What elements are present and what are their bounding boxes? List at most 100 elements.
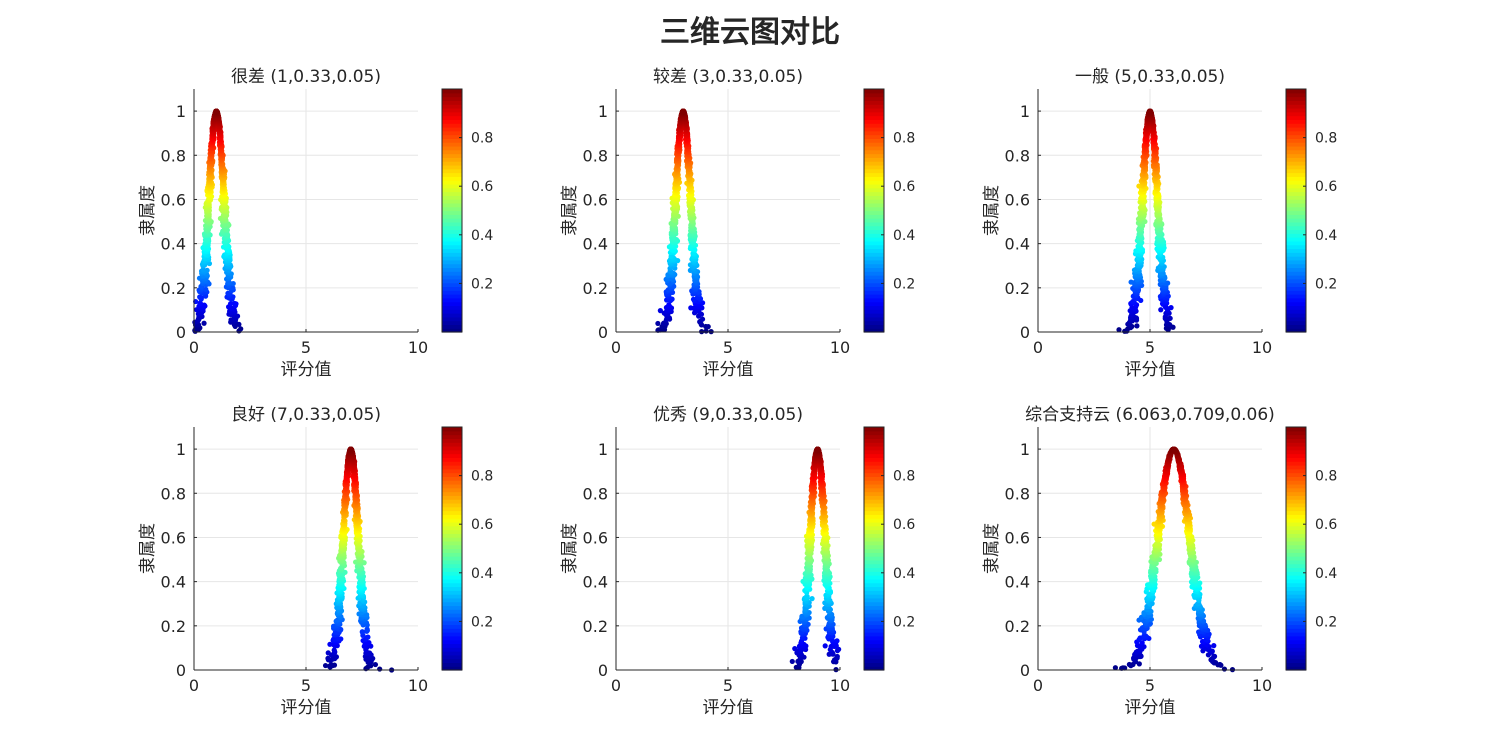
colorbar-tick-label: 0.4 bbox=[1315, 228, 1337, 244]
colorbar-segment bbox=[1286, 252, 1306, 257]
colorbar-segment bbox=[442, 206, 462, 212]
colorbar-segment bbox=[442, 195, 462, 200]
colorbar-segment bbox=[442, 126, 462, 132]
colorbar-segment bbox=[442, 199, 462, 204]
colorbar-segment bbox=[442, 111, 462, 117]
colorbar-segment bbox=[864, 164, 884, 170]
colorbar-segment bbox=[864, 206, 884, 212]
colorbar-tick-label: 0.8 bbox=[471, 131, 493, 147]
y-tick-label: 0.2 bbox=[161, 279, 186, 298]
cloud-drop bbox=[1147, 108, 1153, 114]
colorbar-segment bbox=[442, 104, 462, 109]
colorbar-segment bbox=[1286, 309, 1306, 314]
cloud-drop bbox=[200, 267, 206, 273]
colorbar-segment bbox=[442, 229, 462, 234]
colorbar-segment bbox=[1286, 290, 1306, 295]
colorbar-segment bbox=[442, 244, 462, 250]
colorbar-segment bbox=[864, 210, 884, 215]
colorbar-tick-label: 0.6 bbox=[893, 179, 915, 195]
colorbar-segment bbox=[1286, 218, 1306, 223]
colorbar-segment bbox=[864, 252, 884, 257]
colorbar-segment bbox=[1286, 96, 1306, 101]
colorbar-segment bbox=[864, 305, 884, 310]
x-tick-label: 5 bbox=[301, 338, 311, 357]
colorbar-segment bbox=[442, 275, 462, 280]
colorbar-segment bbox=[864, 202, 884, 208]
cloud-drop bbox=[372, 661, 379, 668]
colorbar-segment bbox=[864, 111, 884, 117]
y-tick-label: 0.4 bbox=[1005, 235, 1030, 254]
colorbar-tick-label: 0.8 bbox=[893, 131, 915, 147]
colorbar-segment bbox=[864, 278, 884, 284]
y-tick-label: 1 bbox=[1020, 102, 1030, 121]
colorbar-segment bbox=[442, 202, 462, 208]
colorbar-segment bbox=[1286, 172, 1306, 177]
colorbar-segment bbox=[442, 297, 462, 303]
colorbar-segment bbox=[442, 309, 462, 314]
y-tick-label: 0.4 bbox=[583, 235, 608, 254]
colorbar-segment bbox=[1286, 206, 1306, 212]
colorbar-tick-label: 0.6 bbox=[1315, 179, 1337, 195]
colorbar-segment bbox=[442, 278, 462, 284]
x-axis-label: 评分值 bbox=[281, 360, 332, 380]
colorbar-segment bbox=[442, 164, 462, 170]
colorbar-segment bbox=[1286, 153, 1306, 158]
colorbar-segment bbox=[864, 176, 884, 181]
subplot-title: 一般 (5,0.33,0.05) bbox=[1075, 67, 1225, 87]
cloud-drop bbox=[1128, 279, 1134, 285]
colorbar-segment bbox=[442, 100, 462, 105]
cloud-drop bbox=[225, 290, 231, 296]
colorbar-segment bbox=[442, 115, 462, 120]
colorbar-segment bbox=[442, 180, 462, 185]
y-tick-label: 0.2 bbox=[1005, 279, 1030, 298]
colorbar-segment bbox=[442, 191, 462, 196]
colorbar-segment bbox=[864, 157, 884, 162]
colorbar-segment bbox=[442, 176, 462, 181]
cloud-drop bbox=[234, 313, 241, 319]
colorbar-segment bbox=[864, 214, 884, 219]
colorbar-segment bbox=[864, 256, 884, 261]
y-tick-label: 0.4 bbox=[161, 235, 186, 254]
y-tick-label: 1 bbox=[598, 102, 608, 121]
colorbar-segment bbox=[442, 267, 462, 272]
cloud-drop bbox=[680, 108, 686, 114]
colorbar-segment bbox=[864, 290, 884, 295]
colorbar-segment bbox=[1286, 187, 1306, 193]
colorbar-segment bbox=[1286, 221, 1306, 227]
colorbar-segment bbox=[864, 218, 884, 223]
cloud-drop bbox=[197, 294, 203, 300]
colorbar-segment bbox=[442, 301, 462, 307]
cloud-drop bbox=[213, 108, 219, 114]
colorbar-segment bbox=[442, 153, 462, 158]
colorbar-tick-label: 0.6 bbox=[471, 179, 493, 195]
colorbar-segment bbox=[442, 134, 462, 139]
colorbar-segment bbox=[442, 225, 462, 231]
colorbar-segment bbox=[442, 305, 462, 310]
x-tick-label: 0 bbox=[189, 338, 199, 357]
colorbar-segment bbox=[864, 180, 884, 185]
colorbar-segment bbox=[442, 324, 462, 329]
colorbar-segment bbox=[1286, 191, 1306, 196]
colorbar-segment bbox=[442, 149, 462, 155]
colorbar-segment bbox=[1286, 275, 1306, 280]
colorbar-segment bbox=[864, 271, 884, 276]
colorbar-segment bbox=[1286, 210, 1306, 215]
colorbar-segment bbox=[1286, 237, 1306, 242]
colorbar-segment bbox=[864, 301, 884, 307]
colorbar-segment bbox=[1286, 123, 1306, 128]
y-tick-label: 0.8 bbox=[161, 146, 186, 165]
colorbar-segment bbox=[864, 286, 884, 291]
colorbar-segment bbox=[864, 104, 884, 109]
colorbar-segment bbox=[864, 237, 884, 242]
colorbar: 0.20.40.60.8 bbox=[1285, 88, 1337, 333]
x-tick-label: 5 bbox=[1145, 338, 1155, 357]
cloud-drop bbox=[203, 286, 209, 292]
subplot-title: 较差 (3,0.33,0.05) bbox=[653, 67, 803, 87]
colorbar-segment bbox=[442, 214, 462, 219]
colorbar-segment bbox=[864, 115, 884, 120]
colorbar-segment bbox=[864, 221, 884, 227]
colorbar-segment bbox=[442, 172, 462, 177]
y-tick-label: 0 bbox=[598, 323, 608, 342]
colorbar-segment bbox=[442, 316, 462, 322]
colorbar-segment bbox=[442, 119, 462, 124]
